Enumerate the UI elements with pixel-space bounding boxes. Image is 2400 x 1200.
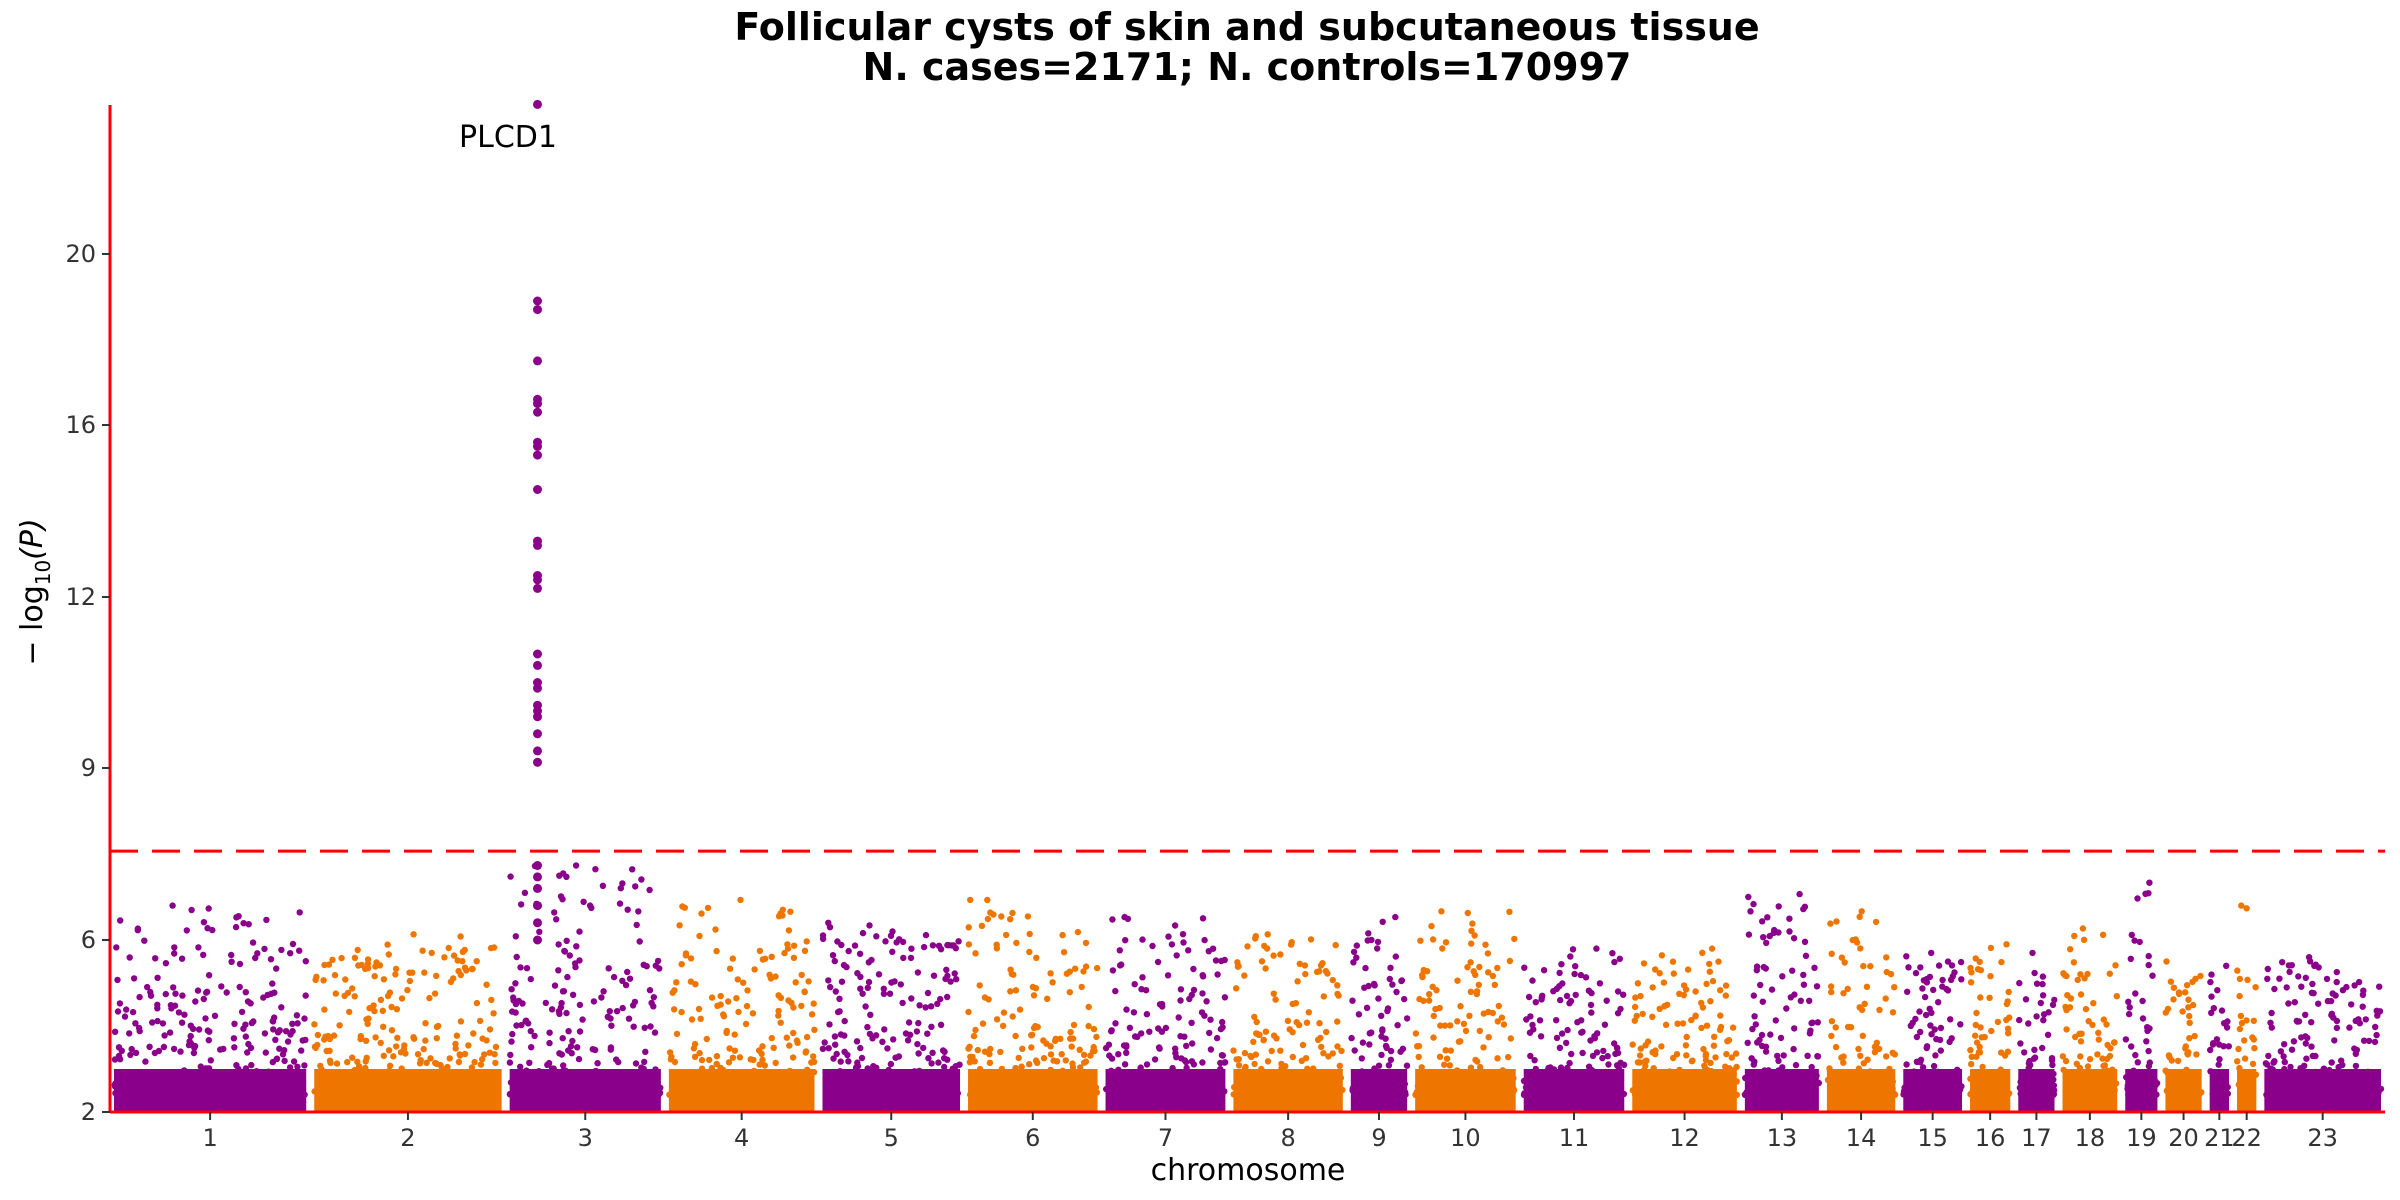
lead-signal-point (533, 540, 542, 550)
chromosome-8-points (1230, 931, 1346, 1112)
y-axis-label: − log10(P) (15, 518, 55, 665)
chromosome-15-points (1900, 949, 1965, 1112)
lead-signal-point (533, 712, 542, 722)
chromosome-19-points (2122, 879, 2161, 1112)
chromosome-22-points (2234, 902, 2260, 1112)
x-tick-label-11: 11 (1559, 1124, 1590, 1152)
x-tick-label-20: 20 (2168, 1124, 2199, 1152)
lead-signal-point (533, 583, 542, 593)
x-tick-label-12: 12 (1669, 1124, 1700, 1152)
x-tick-label-13: 13 (1767, 1124, 1798, 1152)
y-axis-label-subscript: 10 (31, 560, 55, 585)
lead-signal-point (533, 683, 542, 693)
chromosome-14-points (1824, 908, 1899, 1112)
x-tick-label-16: 16 (1975, 1124, 2006, 1152)
data-points (111, 862, 2385, 1112)
x-tick-label-22: 22 (2231, 1124, 2262, 1152)
chart-title: Follicular cysts of skin and subcutaneou… (734, 5, 1759, 49)
lead-signal-points (533, 99, 542, 945)
x-tick-label-17: 17 (2021, 1124, 2052, 1152)
lead-signal-point (533, 442, 542, 451)
chart-subtitle: N. cases=2171; N. controls=170997 (863, 45, 1632, 89)
chromosome-17-points (2016, 949, 2058, 1112)
chromosome-16-points (1967, 941, 2013, 1112)
chromosome-4-points (666, 896, 818, 1112)
x-tick-label-8: 8 (1280, 1124, 1295, 1152)
chromosome-10-points (1412, 908, 1518, 1112)
lead-signal-point (533, 872, 542, 882)
lead-signal-point (533, 901, 542, 911)
lead-signal-point (533, 450, 542, 460)
y-axis-label-main: − log (15, 585, 50, 665)
chromosome-6-points (965, 896, 1101, 1112)
x-tick-label-3: 3 (578, 1124, 593, 1152)
chromosome-1-points (111, 902, 309, 1112)
x-axis-label: chromosome (1151, 1153, 1346, 1188)
chromosome-2-points (311, 931, 502, 1112)
y-axis-label-arg: (P) (15, 518, 50, 560)
y-tick-label: 9 (81, 754, 96, 782)
chromosome-18-points (2059, 925, 2120, 1112)
x-tick-label-18: 18 (2075, 1124, 2106, 1152)
lead-signal-point (533, 305, 542, 315)
x-tick-label-4: 4 (734, 1124, 749, 1152)
lead-signal-point (533, 918, 542, 928)
lead-signal-point (533, 883, 542, 893)
x-tick-label-2: 2 (400, 1124, 415, 1152)
x-tick-label-5: 5 (884, 1124, 899, 1152)
lead-signal-point (533, 99, 542, 109)
chromosome-5-points (819, 919, 963, 1112)
chromosome-13-points (1741, 890, 1823, 1112)
chromosome-9-points (1348, 913, 1411, 1112)
chromosome-7-points (1102, 913, 1229, 1112)
gene-annotation-plcd1: PLCD1 (459, 120, 557, 155)
y-tick-label: 12 (65, 583, 96, 611)
lead-signal-point (533, 861, 542, 870)
lead-signal-point (533, 746, 542, 756)
x-tick-label-10: 10 (1450, 1124, 1481, 1152)
y-tick-label: 6 (81, 926, 96, 954)
x-tick-label-6: 6 (1025, 1124, 1040, 1152)
lead-signal-point (533, 407, 542, 417)
lead-signal-point (533, 356, 542, 366)
chromosome-11-points (1520, 945, 1628, 1112)
y-tick-label: 2 (81, 1098, 96, 1126)
lead-signal-point (533, 649, 542, 659)
lead-signal-point (533, 660, 542, 670)
lead-signal-point (533, 399, 542, 409)
x-tick-label-21: 21 (2204, 1124, 2235, 1152)
x-tick-label-7: 7 (1158, 1124, 1173, 1152)
lead-signal-point (533, 485, 542, 494)
x-tick-label-15: 15 (1917, 1124, 1948, 1152)
chromosome-3-points (506, 862, 664, 1112)
lead-signal-point (533, 296, 542, 306)
lead-signal-point (533, 729, 542, 739)
chromosome-23-points (2262, 954, 2385, 1112)
y-tick-label: 20 (65, 240, 96, 268)
chromosome-12-points (1629, 945, 1741, 1112)
lead-signal-point (533, 935, 542, 945)
x-tick-label-23: 23 (2307, 1124, 2338, 1152)
chromosome-21-points (2207, 962, 2232, 1112)
y-tick-label: 16 (65, 411, 96, 439)
y-axis-ticks: 2 6 9 12 16 20 (65, 240, 110, 1126)
lead-signal-point (533, 757, 542, 767)
x-tick-label-1: 1 (202, 1124, 217, 1152)
lead-signal-point (533, 575, 542, 585)
x-tick-label-9: 9 (1371, 1124, 1386, 1152)
chromosome-20-points (2162, 958, 2205, 1112)
x-tick-label-19: 19 (2126, 1124, 2157, 1152)
x-tick-label-14: 14 (1846, 1124, 1877, 1152)
